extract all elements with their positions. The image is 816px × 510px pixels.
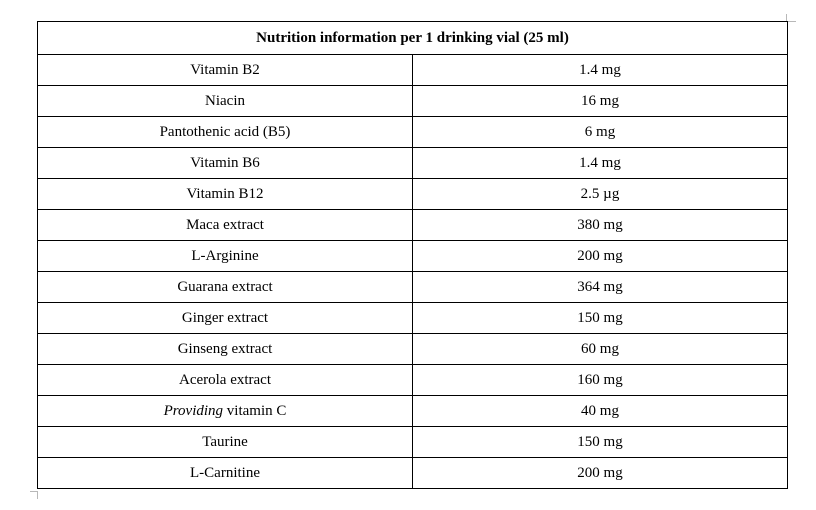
- nutrient-amount: 380 mg: [412, 209, 788, 241]
- nutrient-name: Vitamin B2: [37, 54, 413, 86]
- nutrient-amount: 160 mg: [412, 364, 788, 396]
- nutrient-amount: 40 mg: [412, 395, 788, 427]
- nutrient-name: Providing vitamin C: [37, 395, 413, 427]
- table-row: Vitamin B6 1.4 mg: [37, 147, 788, 179]
- table-row: Ginseng extract 60 mg: [37, 333, 788, 365]
- nutrition-table: Nutrition information per 1 drinking via…: [37, 21, 788, 489]
- nutrient-amount: 150 mg: [412, 302, 788, 334]
- nutrient-name: L-Carnitine: [37, 457, 413, 489]
- nutrient-name: Guarana extract: [37, 271, 413, 303]
- nutrient-amount: 60 mg: [412, 333, 788, 365]
- nutrient-amount: 2.5 µg: [412, 178, 788, 210]
- table-row: Acerola extract 160 mg: [37, 364, 788, 396]
- nutrient-amount: 1.4 mg: [412, 54, 788, 86]
- nutrient-name: Ginger extract: [37, 302, 413, 334]
- nutrient-amount: 16 mg: [412, 85, 788, 117]
- nutrient-name: Niacin: [37, 85, 413, 117]
- table-row: Providing vitamin C 40 mg: [37, 395, 788, 427]
- nutrient-amount: 364 mg: [412, 271, 788, 303]
- table-row: L-Carnitine 200 mg: [37, 457, 788, 489]
- table-row: Niacin 16 mg: [37, 85, 788, 117]
- table-row: Pantothenic acid (B5) 6 mg: [37, 116, 788, 148]
- table-row: Maca extract 380 mg: [37, 209, 788, 241]
- table-row: L-Arginine 200 mg: [37, 240, 788, 272]
- nutrient-name-prefix: Providing: [163, 403, 224, 419]
- nutrient-name: Maca extract: [37, 209, 413, 241]
- nutrient-amount: 6 mg: [412, 116, 788, 148]
- margin-corner-mark: [786, 14, 787, 22]
- table-title: Nutrition information per 1 drinking via…: [37, 21, 788, 55]
- nutrient-name: Vitamin B12: [37, 178, 413, 210]
- nutrient-amount: 1.4 mg: [412, 147, 788, 179]
- nutrient-amount: 150 mg: [412, 426, 788, 458]
- table-row: Guarana extract 364 mg: [37, 271, 788, 303]
- margin-corner-mark: [37, 491, 38, 499]
- nutrient-name: Taurine: [37, 426, 413, 458]
- nutrient-name: Ginseng extract: [37, 333, 413, 365]
- table-row: Vitamin B2 1.4 mg: [37, 54, 788, 86]
- margin-corner-mark: [30, 491, 38, 492]
- margin-corner-mark: [786, 21, 796, 22]
- table-header-row: Nutrition information per 1 drinking via…: [37, 21, 788, 55]
- nutrient-name-suffix: vitamin C: [223, 403, 287, 419]
- nutrient-name: Pantothenic acid (B5): [37, 116, 413, 148]
- nutrient-amount: 200 mg: [412, 457, 788, 489]
- table-row: Ginger extract 150 mg: [37, 302, 788, 334]
- nutrient-amount: 200 mg: [412, 240, 788, 272]
- nutrient-name: Vitamin B6: [37, 147, 413, 179]
- nutrient-name: L-Arginine: [37, 240, 413, 272]
- nutrient-name: Acerola extract: [37, 364, 413, 396]
- table-row: Vitamin B12 2.5 µg: [37, 178, 788, 210]
- table-row: Taurine 150 mg: [37, 426, 788, 458]
